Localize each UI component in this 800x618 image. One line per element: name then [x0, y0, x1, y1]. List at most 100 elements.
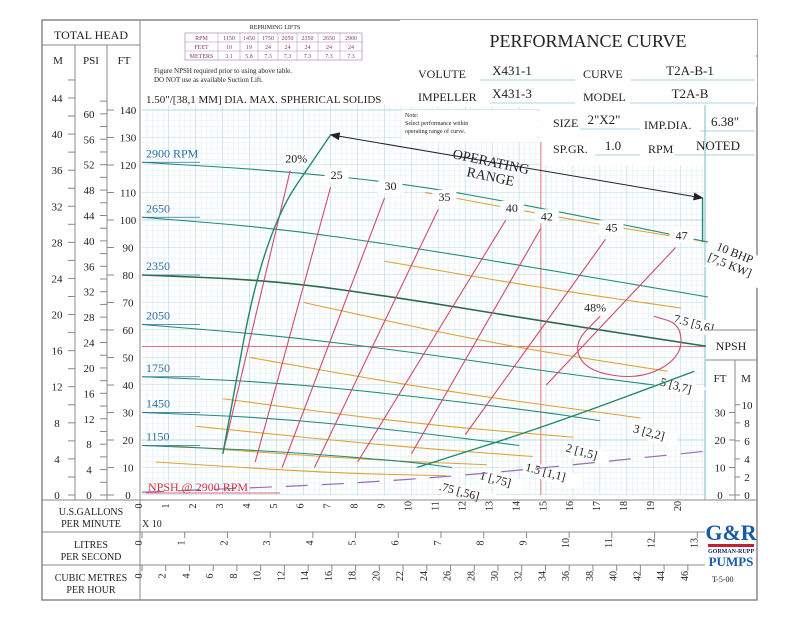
tick-label-m: 24	[52, 273, 64, 285]
head-curve-label: 2050	[146, 309, 170, 323]
operating-range-left-boundary	[222, 134, 332, 454]
tick-label-psi: 28	[84, 312, 96, 324]
x-tick-label: 11	[604, 538, 615, 548]
repriming-cell: 2350	[302, 36, 314, 42]
x-tick-label: 28	[466, 571, 477, 581]
x-tick-label: 15	[538, 501, 549, 511]
npsh-tick-label-ft: 10	[715, 463, 727, 475]
x-axis-title: PER MINUTE	[61, 519, 121, 530]
x-tick-label: 9	[377, 504, 388, 509]
tick-label-psi: 8	[86, 439, 92, 451]
sheet-border	[41, 19, 758, 601]
size-label: SIZE	[553, 116, 578, 130]
bhp-label-bg	[561, 440, 612, 467]
x-tick-label: 34	[537, 571, 548, 581]
tick-label-ft: 30	[123, 408, 135, 420]
head-curve	[141, 323, 655, 386]
npsh-unit-m: M	[741, 373, 751, 385]
x-tick-label: 13	[484, 501, 495, 511]
head-curve	[141, 376, 601, 422]
tick-label-m: 8	[54, 418, 60, 430]
repriming-cell: RPM	[195, 36, 208, 42]
x-tick-label: 7	[433, 541, 444, 546]
curve-value: T2A-B-1	[666, 63, 714, 78]
operating-range-bottom-boundary	[416, 370, 695, 469]
head-curve	[141, 411, 520, 447]
efficiency-curve	[357, 219, 507, 463]
bhp-curve	[303, 301, 668, 372]
efficiency-label-bg	[534, 209, 559, 224]
npsh-tick-label-ft: 0	[717, 490, 723, 502]
repriming-cell: 24	[326, 45, 332, 51]
rpm-value: NOTED	[696, 138, 740, 153]
repriming-note: Figure NPSH required prior to using abov…	[154, 67, 292, 75]
npsh-axis-panel	[706, 330, 756, 500]
bhp-curve	[168, 444, 487, 466]
x-axis-title: PER SECOND	[61, 552, 122, 563]
x-tick-label: 5	[348, 541, 359, 546]
tick-label-psi: 60	[84, 109, 96, 121]
head-curve-label: 1750	[146, 361, 170, 375]
efficiency-curve	[411, 227, 542, 455]
efficiency-label: 30	[385, 179, 397, 193]
repriming-cell: 10	[226, 45, 232, 51]
efficiency-label: 35	[438, 190, 450, 204]
tick-label-ft: 60	[123, 325, 135, 337]
bhp-curve	[222, 398, 574, 438]
x-tick-label: 14	[300, 571, 311, 581]
x-tick-label: 8	[350, 504, 361, 509]
efficiency-label: 20%	[285, 152, 307, 166]
x-axis-multiplier: X 10	[142, 519, 162, 530]
x-tick-label: 22	[395, 571, 406, 581]
x-tick-label: 18	[619, 501, 630, 511]
bhp-curve	[384, 260, 682, 309]
tick-label-ft: 70	[123, 298, 135, 310]
x-tick-label: 19	[646, 501, 657, 511]
tick-label-ft: 120	[120, 160, 137, 172]
tick-label-ft: 10	[123, 463, 135, 475]
bhp-label-bg	[704, 238, 770, 289]
tick-label-m: 28	[52, 237, 64, 249]
repriming-title: REPRIMING LIFTS	[250, 25, 301, 31]
imp-dia-value: 6.38"	[711, 114, 739, 129]
repriming-cell: FEET	[194, 45, 209, 51]
bhp-label-bg	[475, 468, 526, 495]
unit-psi: PSI	[83, 55, 99, 67]
sp-gr-value: 1.0	[605, 138, 621, 153]
x-tick-label: 11	[430, 501, 441, 511]
head-curve-label: 2650	[146, 201, 170, 215]
x-tick-label: 0	[134, 541, 145, 546]
x-tick-label: 12	[647, 538, 658, 548]
x-tick-label: 26	[443, 571, 454, 581]
x-tick-label: 46	[680, 571, 691, 581]
repriming-cell: 1150	[223, 36, 235, 42]
bhp-curve	[155, 461, 447, 477]
repriming-cell: 7.3	[284, 54, 292, 60]
x-tick-label: 6	[205, 574, 216, 579]
x-tick-label: 16	[565, 501, 576, 511]
x-tick-label: 8	[476, 541, 487, 546]
efficiency-label: 40	[506, 201, 518, 215]
tick-label-ft: 130	[120, 133, 137, 145]
efficiency-label-bg	[284, 151, 309, 166]
y-axis-title: TOTAL HEAD	[54, 28, 128, 42]
x-tick-label: 10	[253, 571, 264, 581]
x-tick-label: 20	[371, 571, 382, 581]
head-curve	[141, 216, 709, 298]
repriming-cell: 2650	[323, 36, 335, 42]
bhp-curve	[195, 425, 533, 458]
efficiency-label-bg	[499, 201, 524, 215]
tick-label-m: 20	[52, 310, 64, 322]
model-label: MODEL	[583, 90, 626, 104]
x-tick-label: 1	[161, 504, 172, 509]
repriming-cell: 7.3	[304, 54, 312, 60]
repriming-cell: 2900	[345, 36, 357, 42]
repriming-cell: 7.3	[347, 54, 355, 60]
header-fields-bg	[402, 57, 757, 107]
x-tick-label: 2	[188, 504, 199, 509]
tick-label-m: 40	[52, 129, 64, 141]
note-text: operating range of curve.	[405, 128, 466, 135]
x-tick-label: 6	[390, 541, 401, 546]
efficiency-label-bg	[669, 228, 694, 243]
